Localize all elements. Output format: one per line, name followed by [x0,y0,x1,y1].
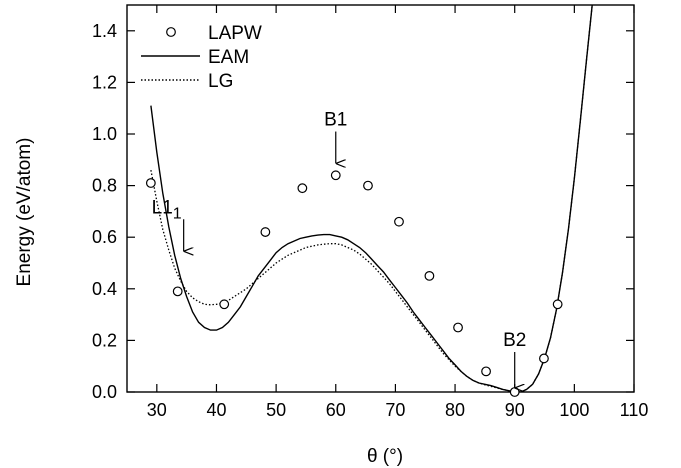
lapw-point [219,299,230,310]
x-tick-label: 70 [385,400,405,420]
y-tick-label: 0.2 [92,330,117,350]
x-tick-label: 60 [326,400,346,420]
legend-label: EAM [208,47,249,68]
lapw-point [297,183,308,194]
y-tick-label: 0.4 [92,279,117,299]
y-axis-label: Energy (eV/atom) [14,138,35,287]
x-tick-label: 100 [559,400,589,420]
x-tick-label: 40 [206,400,226,420]
y-tick-label: 1.4 [92,21,117,41]
annotation-label: B1 [324,110,347,131]
annotation-label: B2 [503,330,526,351]
lapw-point [363,180,373,191]
x-tick-label: 110 [620,400,649,420]
lapw-point [172,286,183,297]
plot-frame [126,4,635,393]
lapw-point [509,387,520,397]
plot-area [126,4,635,393]
x-tick-label: 90 [505,400,525,420]
x-tick-label: 30 [147,400,167,420]
lapw-point [260,227,271,237]
legend: LAPW EAM LG [141,23,262,92]
y-tick-label: 0.0 [92,382,117,402]
eam-series [150,5,593,392]
y-tick-label: 0.8 [92,176,117,196]
lapw-point [330,170,341,181]
lapw-point [394,216,404,227]
x-axis-label: θ (°) [367,446,403,467]
y-tick-label: 0.6 [92,227,117,247]
lapw-point [424,271,435,281]
lapw-point [145,178,156,188]
lapw-point [552,299,563,310]
y-tick-label: 1.2 [92,72,117,92]
y-axis: 0.0 0.2 0.4 0.6 0.8 1.0 1.2 1.4 [92,21,634,402]
x-tick-label: 80 [445,400,465,420]
lapw-point [453,322,463,333]
eam-line [150,5,593,392]
legend-label: LAPW [208,23,262,44]
x-tick-label: 50 [266,400,286,420]
lapw-series [145,170,563,397]
lapw-point [539,353,549,364]
legend-label: LG [208,71,233,92]
legend-marker-circle [166,27,176,37]
annotation-subscript: 1 [173,205,182,222]
lapw-point [481,366,491,377]
y-tick-label: 1.0 [92,124,117,144]
